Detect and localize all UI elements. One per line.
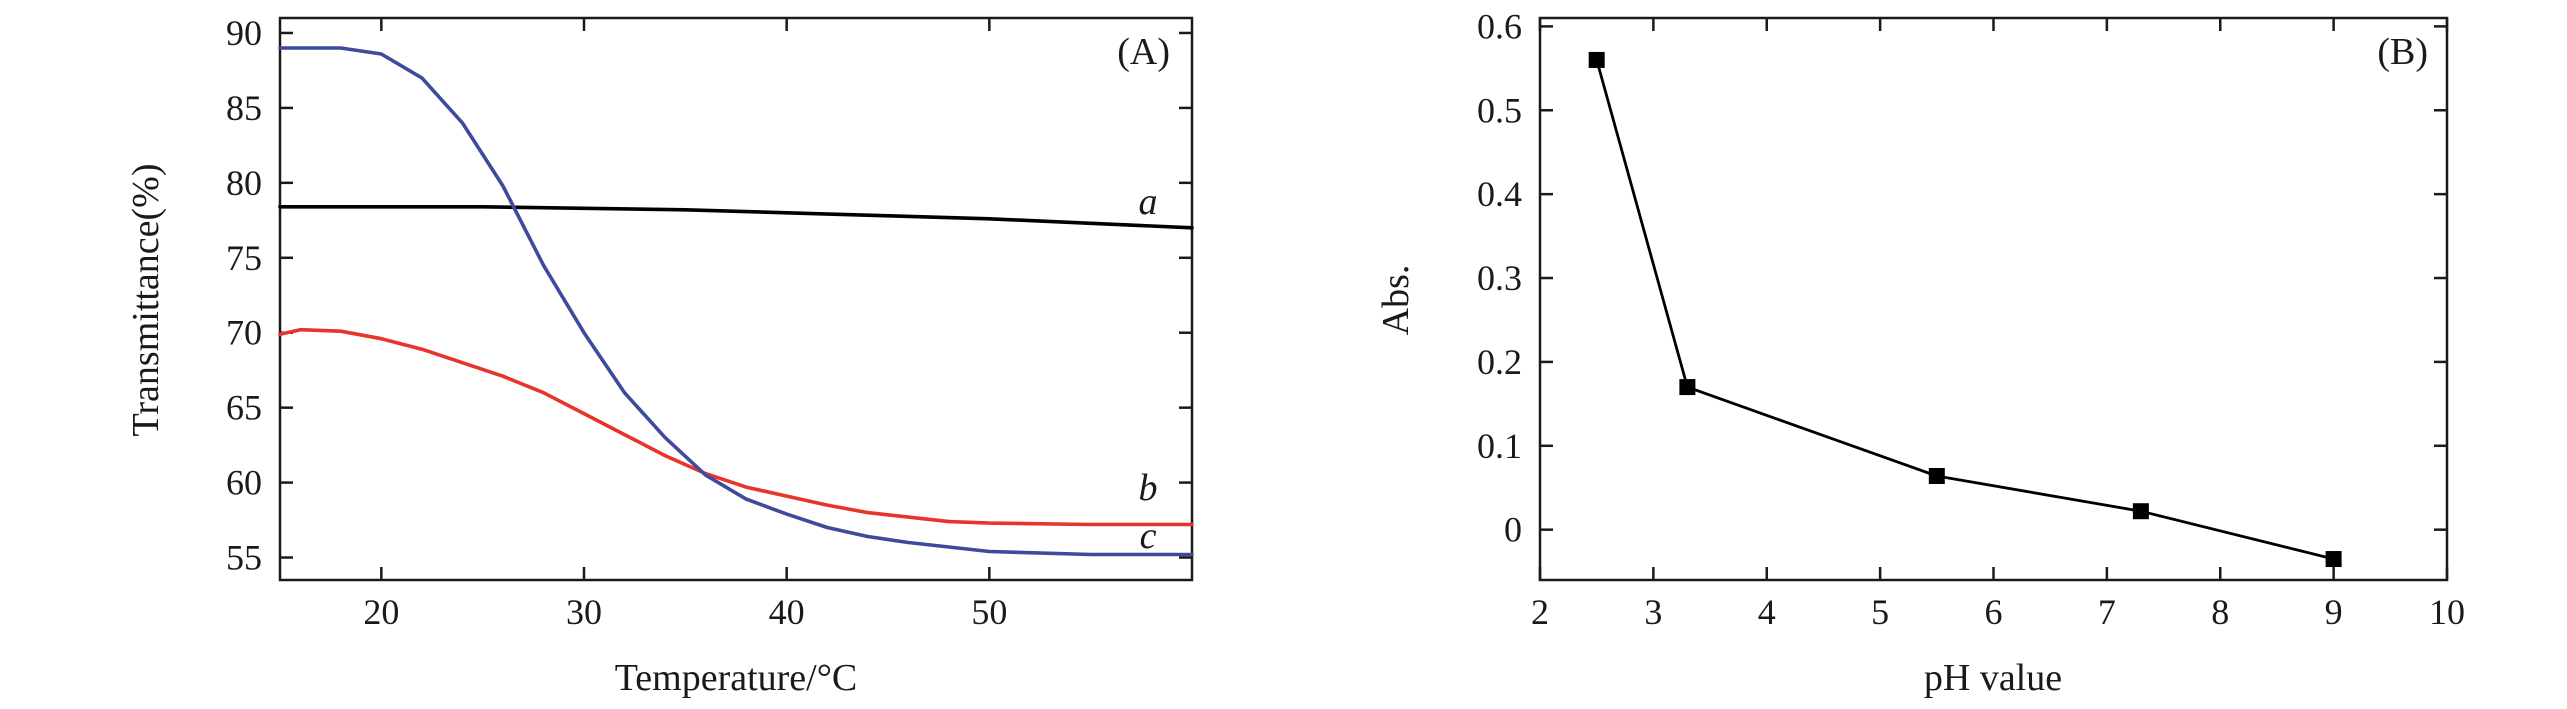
panel-b-y-tick-label: 0.4: [1477, 174, 1522, 214]
panel-a-y-tick-label: 60: [226, 463, 262, 503]
panel-a-label: (A): [1117, 31, 1170, 73]
series-label-c: c: [1140, 515, 1157, 557]
data-point-marker: [1679, 379, 1696, 396]
panel-a-series: [278, 46, 1194, 557]
panel-b-y-tick-label: 0.3: [1477, 258, 1522, 298]
panel-b-y-tick-label: 0.6: [1477, 6, 1522, 46]
panel-b-plot-frame: [1538, 16, 2449, 582]
data-point-marker: [1928, 467, 1945, 484]
panel-b-x-tick-label: 4: [1758, 592, 1776, 632]
panel-b-x-tick-label: 7: [2098, 592, 2116, 632]
panel-b-x-tick-label: 2: [1531, 592, 1549, 632]
panel-a-y-ticks: 55 60 65 70 75 80 85 90: [226, 13, 1192, 578]
panel-b-x-tick-label: 10: [2429, 592, 2465, 632]
panel-b-x-tick-label: 8: [2211, 592, 2229, 632]
series-label-a: a: [1139, 181, 1158, 223]
series-line-a: [278, 205, 1194, 230]
panel-a-plot-frame: [278, 16, 1194, 582]
panel-b-x-tick-label: 9: [2325, 592, 2343, 632]
panel-a-x-tick-label: 40: [769, 592, 805, 632]
panel-a-y-axis-title: Transmittance(%): [125, 164, 167, 437]
panel-b-y-axis-title: Abs.: [1375, 265, 1417, 336]
panel-b-x-tick-label: 6: [1985, 592, 2003, 632]
panel-b-x-ticks: 2 3 4 5 6 7 8 9 10: [1531, 18, 2465, 632]
panel-a-x-axis-title: Temperature/°C: [615, 657, 858, 699]
data-point-marker: [2132, 503, 2149, 520]
panel-b-y-ticks: 0 0.1 0.2 0.3 0.4 0.5 0.6: [1477, 6, 2447, 550]
panel-b-y-tick-label: 0.1: [1477, 426, 1522, 466]
panel-b-x-tick-label: 3: [1644, 592, 1662, 632]
series-label-b: b: [1139, 467, 1158, 509]
panel-a-x-ticks: 20 30 40 50: [363, 18, 1007, 632]
panel-a-y-tick-label: 75: [226, 238, 262, 278]
panel-b-series: [1588, 51, 2342, 568]
series-line-series-1: [1595, 58, 2336, 561]
panel-b-x-tick-label: 5: [1871, 592, 1889, 632]
panel-a-y-tick-label: 55: [226, 538, 262, 578]
panel-b-x-axis-title: pH value: [1924, 657, 2062, 699]
panel-a-x-tick-label: 30: [566, 592, 602, 632]
panel-b-y-tick-label: 0: [1504, 510, 1522, 550]
data-point-marker: [1588, 51, 1605, 68]
panel-a: 20 30 40 50 55 60 65 70 75 80 85 90 (A) a b c Temp…: [125, 13, 1194, 699]
panel-a-y-tick-label: 80: [226, 163, 262, 203]
panel-a-y-tick-label: 70: [226, 313, 262, 353]
panel-a-y-tick-label: 90: [226, 13, 262, 53]
panel-b-y-tick-label: 0.2: [1477, 342, 1522, 382]
panel-a-x-tick-label: 50: [971, 592, 1007, 632]
series-line-c: [278, 46, 1194, 557]
panel-b-label: (B): [2377, 31, 2428, 73]
data-point-marker: [2325, 551, 2342, 568]
panel-b-y-tick-label: 0.5: [1477, 90, 1522, 130]
panel-a-y-tick-label: 65: [226, 388, 262, 428]
series-line-b: [278, 327, 1194, 527]
panel-a-y-tick-label: 85: [226, 88, 262, 128]
panel-b: 2 3 4 5 6 7 8 9 10 0 0.1 0.2 0.3 0.4 0.5 0.6 (B) pH va…: [1375, 6, 2465, 699]
panel-a-x-tick-label: 20: [363, 592, 399, 632]
